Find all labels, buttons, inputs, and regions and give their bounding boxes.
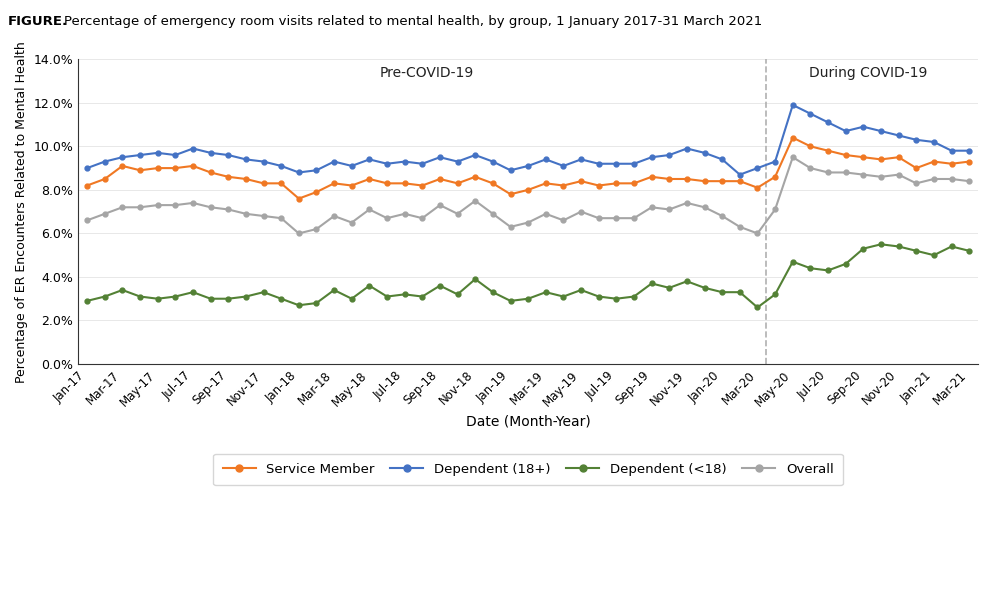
Y-axis label: Percentage of ER Encounters Related to Mental Health: Percentage of ER Encounters Related to M… [15,40,28,382]
Legend: Service Member, Dependent (18+), Dependent (<18), Overall: Service Member, Dependent (18+), Depende… [213,454,843,486]
X-axis label: Date (Month-Year): Date (Month-Year) [466,414,591,428]
Text: Pre-COVID-19: Pre-COVID-19 [379,66,474,80]
Text: Percentage of emergency room visits related to mental health, by group, 1 Januar: Percentage of emergency room visits rela… [64,15,762,28]
Text: FIGURE.: FIGURE. [8,15,69,28]
Text: During COVID-19: During COVID-19 [808,66,926,80]
